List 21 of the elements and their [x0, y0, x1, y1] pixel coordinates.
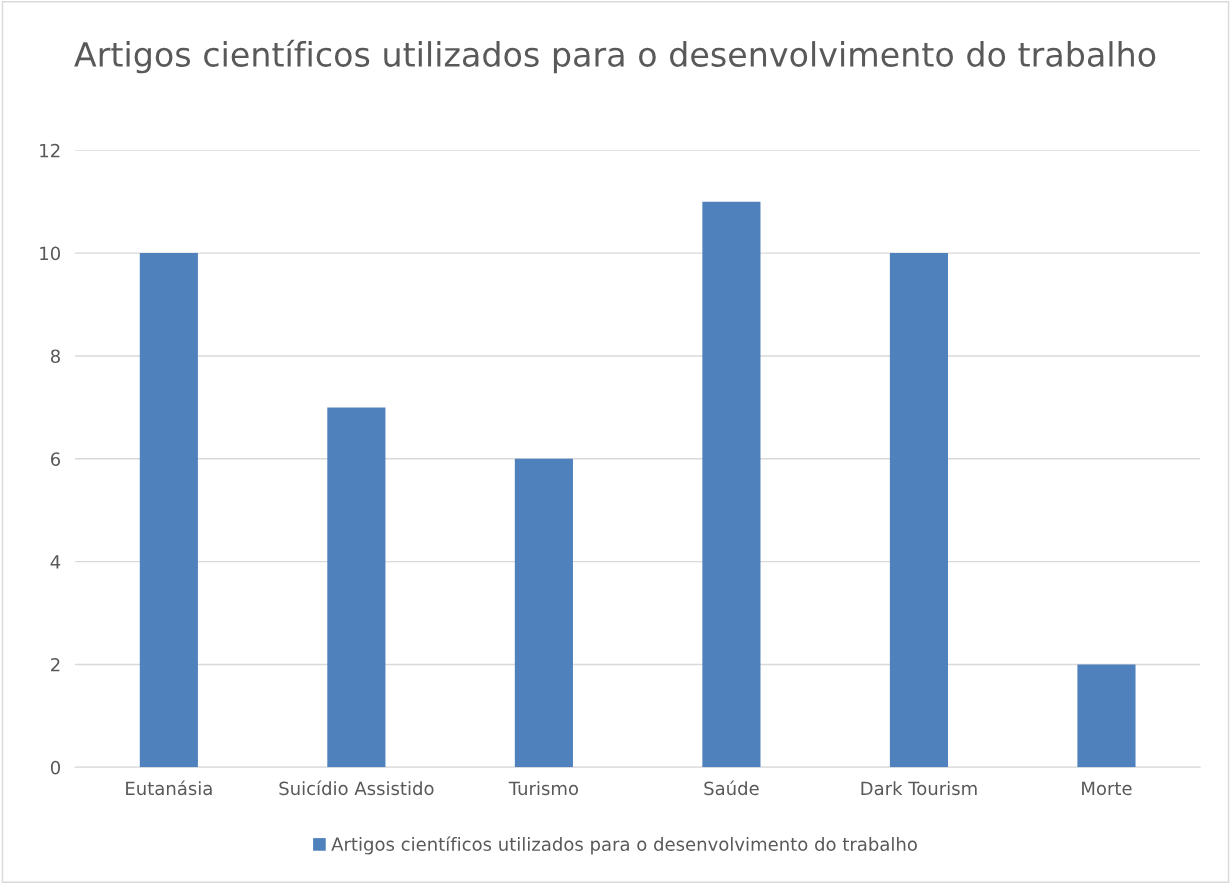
y-tick-label: 8 [50, 349, 60, 364]
x-tick-label: Saúde [704, 780, 759, 796]
y-tick-label: 10 [40, 246, 60, 261]
chart-title: Artigos científicos utilizados para o desenvolvimento do trabalho [74, 39, 1156, 74]
y-tick-label: 12 [40, 143, 60, 158]
y-tick-label: 0 [50, 760, 60, 775]
x-tick-label: Dark Tourism [861, 781, 977, 796]
x-tick-label: Morte [1082, 781, 1132, 796]
y-tick-label: 2 [51, 657, 60, 672]
bar [1077, 664, 1136, 768]
bar [889, 253, 949, 768]
y-tick-label: 6 [50, 452, 61, 466]
x-tick-label: Eutanásia [126, 780, 212, 796]
legend-label: Artigos científicos utilizados para o desenvolvimento do trabalho [331, 836, 917, 855]
bar [327, 407, 386, 768]
bar [139, 253, 198, 768]
x-tick-label: Turismo [508, 781, 579, 796]
y-tick-label: 4 [50, 555, 61, 569]
x-tick-label: Suicídio Assistido [279, 780, 434, 796]
bar [514, 458, 573, 768]
bar [702, 201, 761, 768]
